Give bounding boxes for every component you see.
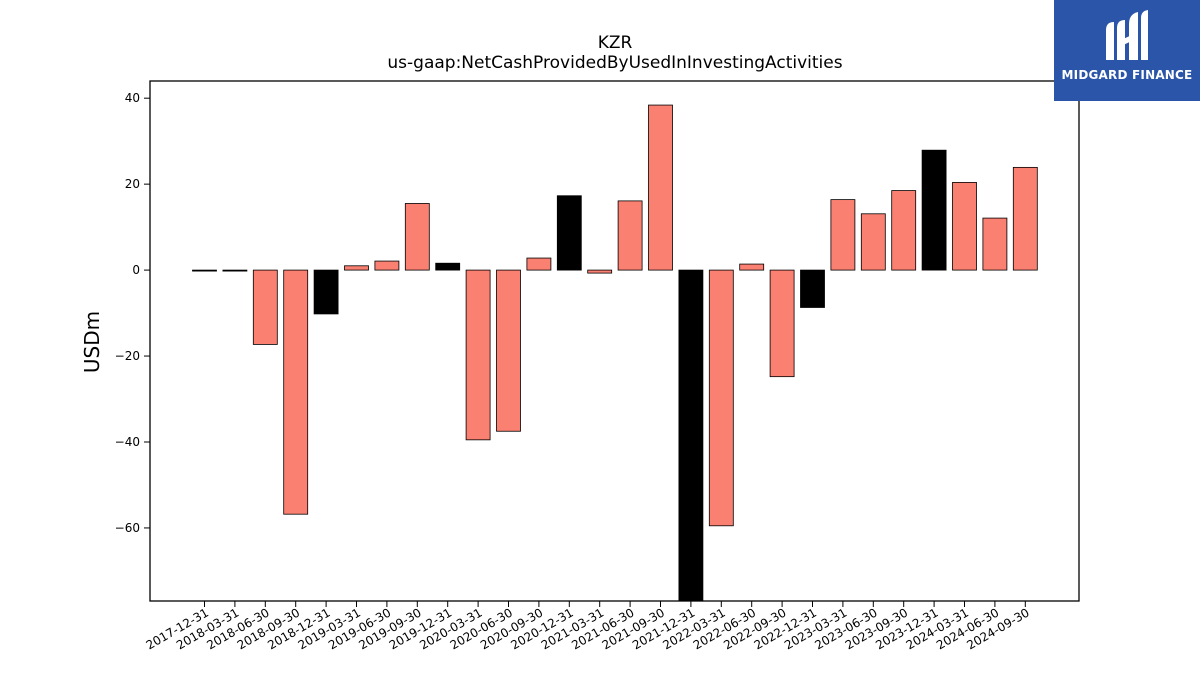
- bar-2019-12-31: [435, 262, 461, 271]
- bar-2022-06-30: [739, 263, 765, 271]
- bar-2022-12-31: [800, 269, 825, 308]
- bar-2023-06-30: [860, 213, 886, 271]
- bars-group: [192, 104, 1038, 602]
- bar-2021-03-31: [587, 269, 613, 274]
- y-tick-label: 40: [125, 91, 140, 105]
- chart-subtitle: us-gaap:NetCashProvidedByUsedInInvesting…: [387, 53, 842, 73]
- y-tick-label: −40: [115, 435, 140, 449]
- midgard-finance-logo: MIDGARD FINANCE: [1054, 0, 1200, 101]
- logo-text: MIDGARD FINANCE: [1061, 68, 1193, 82]
- bar-2021-12-31: [678, 269, 704, 602]
- y-axis-ticks: 40 20 0 −20 −40 −60: [115, 91, 150, 535]
- y-tick-label: 0: [132, 263, 140, 277]
- bar-2020-06-30: [496, 269, 521, 432]
- y-tick-label: −60: [115, 521, 140, 535]
- bar-2023-03-31: [830, 199, 856, 271]
- plot-frame: [149, 80, 1080, 602]
- x-axis-ticks: 2017-12-312018-03-312018-06-302018-09-30…: [144, 601, 1032, 652]
- bar-2018-12-31: [313, 269, 339, 315]
- bar-2018-03-31: [222, 269, 248, 272]
- bar-2022-09-30: [769, 269, 795, 378]
- bar-2022-03-31: [708, 269, 734, 527]
- bar-2023-12-31: [921, 149, 947, 271]
- y-tick-label: −20: [115, 349, 140, 363]
- bar-2024-09-30: [1012, 166, 1038, 271]
- y-axis-label: USDm: [80, 311, 104, 373]
- bar-2023-09-30: [891, 190, 917, 271]
- bar-2020-09-30: [526, 257, 552, 271]
- bar-2024-03-31: [952, 182, 977, 271]
- bar-2018-06-30: [252, 269, 278, 345]
- bar-2024-06-30: [982, 217, 1008, 271]
- bar-2019-03-31: [344, 265, 369, 271]
- y-tick-label: 20: [125, 177, 140, 191]
- bar-2019-09-30: [404, 203, 430, 271]
- bar-2021-09-30: [648, 104, 673, 271]
- bar-2018-09-30: [283, 269, 309, 515]
- bar-2020-12-31: [556, 195, 582, 271]
- bar-2019-06-30: [374, 260, 400, 271]
- chart-title: KZR: [598, 33, 633, 53]
- bar-2017-12-31: [192, 269, 217, 272]
- bar-2020-03-31: [465, 269, 491, 441]
- midgard-m-icon: [1106, 10, 1148, 60]
- bar-2021-06-30: [617, 200, 643, 271]
